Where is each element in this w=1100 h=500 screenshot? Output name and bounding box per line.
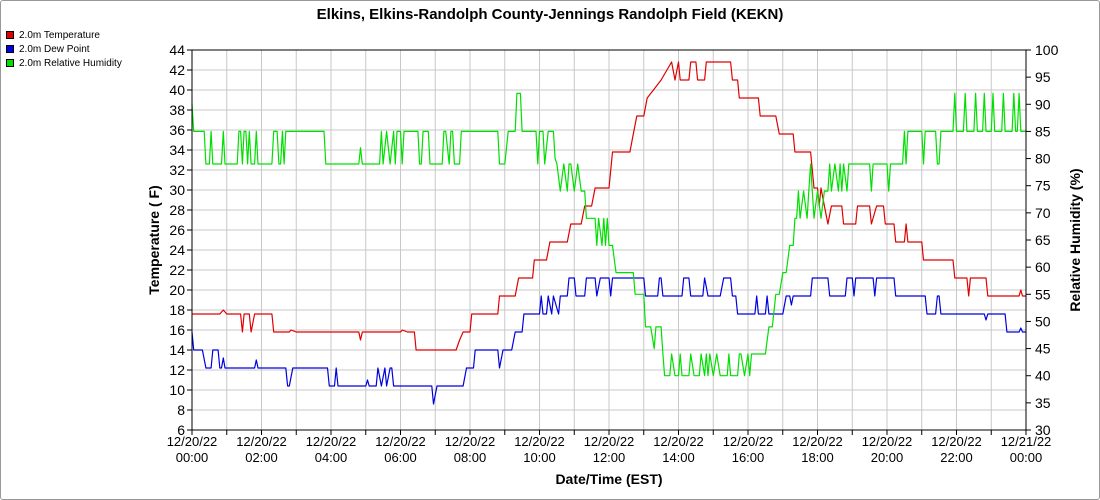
y-tick-label: 16 (169, 322, 185, 338)
x-tick-label-time: 08:00 (454, 450, 487, 465)
y-tick-label: 12 (169, 362, 185, 378)
y-tick-label: 6 (177, 422, 185, 438)
x-tick-label-date: 12/20/22 (584, 434, 635, 449)
x-tick-label-date: 12/20/22 (792, 434, 843, 449)
x-tick-label-time: 14:00 (662, 450, 695, 465)
y2-axis-title: Relative Humidity (%) (1067, 168, 1083, 311)
x-tick-label-time: 00:00 (176, 450, 209, 465)
y-tick-label: 34 (169, 142, 185, 158)
y2-tick-label: 30 (1035, 422, 1051, 438)
x-tick-label-date: 12/20/22 (723, 434, 774, 449)
y2-tick-label: 55 (1035, 286, 1051, 302)
y2-tick-label: 65 (1035, 232, 1051, 248)
x-tick-label-time: 12:00 (593, 450, 626, 465)
y2-tick-label: 85 (1035, 123, 1051, 139)
legend-label-relative-humidity: 2.0m Relative Humidity (19, 57, 122, 69)
x-tick-label-time: 10:00 (523, 450, 556, 465)
legend-item-dew-point: 2.0m Dew Point (6, 42, 122, 56)
x-axis-title: Date/Time (EST) (555, 471, 662, 487)
y2-tick-label: 50 (1035, 313, 1051, 329)
series-line-relative-humidity (191, 92, 1026, 377)
series-line-dew-point (191, 277, 1026, 405)
x-tick-label-date: 12/21/22 (1001, 434, 1052, 449)
x-tick-label-time: 20:00 (871, 450, 904, 465)
x-tick-label-date: 12/20/22 (862, 434, 913, 449)
y2-tick-label: 75 (1035, 178, 1051, 194)
legend-label-dew-point: 2.0m Dew Point (19, 43, 90, 55)
legend: 2.0m Temperature 2.0m Dew Point 2.0m Rel… (6, 28, 122, 70)
x-tick-label-date: 12/20/22 (375, 434, 426, 449)
x-tick-label-date: 12/20/22 (931, 434, 982, 449)
x-tick-label-time: 00:00 (1010, 450, 1043, 465)
x-tick-label-date: 12/20/22 (653, 434, 704, 449)
y-tick-label: 38 (169, 102, 185, 118)
y2-tick-label: 70 (1035, 205, 1051, 221)
y-tick-label: 18 (169, 302, 185, 318)
plot-border (191, 49, 1027, 431)
y2-tick-label: 60 (1035, 259, 1051, 275)
y-tick-label: 24 (169, 242, 185, 258)
legend-swatch-temperature (6, 31, 14, 39)
x-tick-label-time: 16:00 (732, 450, 765, 465)
x-tick-label-date: 12/20/22 (167, 434, 218, 449)
x-tick-label-time: 04:00 (315, 450, 348, 465)
y-tick-label: 22 (169, 262, 185, 278)
y-axis-title: Temperature ( F) (146, 185, 162, 294)
series-line-temperature (192, 61, 1026, 351)
y-tick-label: 14 (169, 342, 185, 358)
chart-title: Elkins, Elkins-Randolph County-Jennings … (317, 6, 784, 23)
y2-tick-label: 95 (1035, 69, 1051, 85)
x-tick-label-date: 12/20/22 (445, 434, 496, 449)
x-tick-label-time: 18:00 (801, 450, 834, 465)
y-tick-label: 30 (169, 182, 185, 198)
y2-tick-label: 80 (1035, 151, 1051, 167)
y2-tick-label: 100 (1035, 42, 1059, 58)
y-tick-label: 20 (169, 282, 185, 298)
series-layer (191, 61, 1026, 405)
y-tick-label: 28 (169, 202, 185, 218)
x-tick-label-time: 06:00 (384, 450, 417, 465)
y-tick-label: 32 (169, 162, 185, 178)
y2-tick-label: 90 (1035, 96, 1051, 112)
legend-swatch-relative-humidity (6, 59, 14, 67)
x-tick-label-time: 02:00 (245, 450, 278, 465)
legend-label-temperature: 2.0m Temperature (19, 29, 100, 41)
axes: 6 8 10 12 14 16 18 20 22 24 26 28 30 32 34 36 38 40 42 44 30… (167, 42, 1059, 465)
x-tick-label-date: 12/20/22 (514, 434, 565, 449)
y-tick-label: 40 (169, 82, 185, 98)
legend-swatch-dew-point (6, 45, 14, 53)
y-tick-label: 10 (169, 382, 185, 398)
y-tick-label: 8 (177, 402, 185, 418)
x-tick-label-date: 12/20/22 (236, 434, 287, 449)
x-tick-label-date: 12/20/22 (306, 434, 357, 449)
y2-tick-label: 45 (1035, 341, 1051, 357)
y2-tick-label: 35 (1035, 395, 1051, 411)
legend-item-relative-humidity: 2.0m Relative Humidity (6, 56, 122, 70)
x-tick-label-time: 22:00 (940, 450, 973, 465)
y2-tick-label: 40 (1035, 368, 1051, 384)
y-tick-label: 44 (169, 42, 185, 58)
y-tick-label: 36 (169, 122, 185, 138)
y-tick-label: 26 (169, 222, 185, 238)
y-tick-label: 42 (169, 62, 185, 78)
legend-item-temperature: 2.0m Temperature (6, 28, 122, 42)
